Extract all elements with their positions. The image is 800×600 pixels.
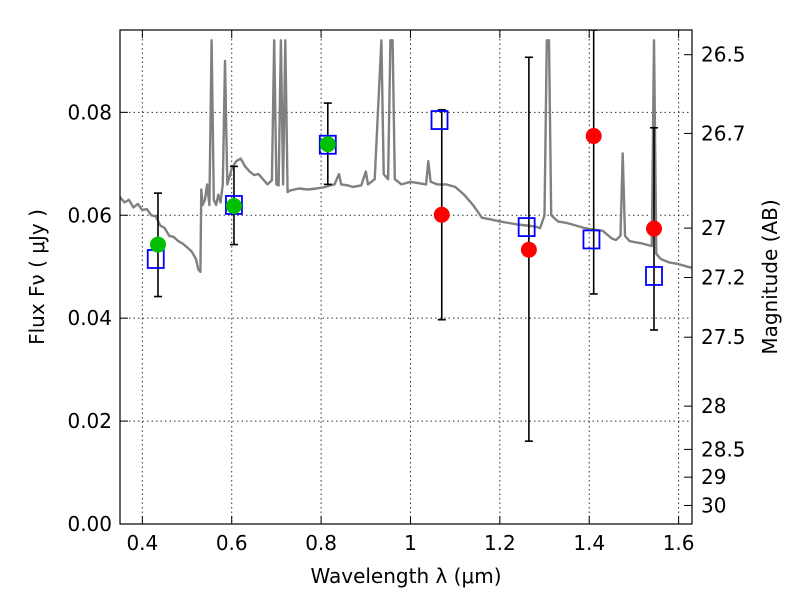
- model-flux-marker: [645, 266, 663, 286]
- x-tick-label: 1.6: [663, 531, 695, 555]
- right-tick-label: 26.5: [701, 43, 746, 67]
- right-tick-label: 30: [701, 493, 726, 517]
- observed-flux-point: [319, 136, 336, 153]
- observed-flux-point: [149, 236, 166, 253]
- x-tick-label: 1.4: [573, 531, 605, 555]
- model-spectrum-line: [120, 39, 692, 274]
- right-tick-label: 29: [701, 465, 726, 489]
- plot-frame: [119, 29, 693, 525]
- x-tick-label: 1: [404, 531, 417, 555]
- right-tick-label: 26.7: [701, 121, 746, 145]
- right-tick-label: 27.2: [701, 266, 746, 290]
- y-tick-label: 0.02: [67, 409, 112, 433]
- x-axis-label: Wavelength λ (μm): [310, 564, 501, 588]
- grid: [120, 30, 692, 525]
- observed-flux-point: [646, 220, 663, 237]
- observed-flux-point: [585, 128, 602, 145]
- plot-area: [120, 30, 692, 442]
- observed-flux-point: [433, 206, 450, 223]
- observed-flux-point: [520, 241, 537, 258]
- y-tick-label: 0.08: [67, 100, 112, 124]
- model-flux-marker: [430, 110, 449, 130]
- x-tick-label: 0.6: [216, 531, 248, 555]
- y-tick-label: 0.04: [67, 306, 112, 330]
- observed-flux-point: [225, 197, 242, 214]
- x-tick-label: 0.4: [126, 531, 158, 555]
- right-tick-label: 28: [701, 394, 726, 418]
- right-tick-label: 27.5: [701, 325, 746, 349]
- axis-ticks: 0.4 0.6 0.8 1 1.2 1.4 1.6 0.00 0.02 0.04 0.06 0.08 2…: [67, 30, 746, 555]
- x-tick-label: 0.8: [305, 531, 337, 555]
- model-flux-marker: [146, 249, 165, 269]
- y-tick-label: 0.06: [67, 203, 112, 227]
- x-tick-label: 1.2: [484, 531, 516, 555]
- y-axis-label-right: Magnitude (AB): [758, 199, 782, 354]
- y-axis-label: Flux Fν ( μJy ): [25, 209, 49, 345]
- model-flux-marker: [517, 217, 536, 237]
- model-flux-marker: [582, 229, 601, 250]
- model-flux-marker: [318, 134, 337, 155]
- right-tick-label: 27: [701, 216, 726, 240]
- right-tick-label: 28.5: [701, 437, 746, 461]
- y-tick-label: 0.00: [67, 512, 112, 536]
